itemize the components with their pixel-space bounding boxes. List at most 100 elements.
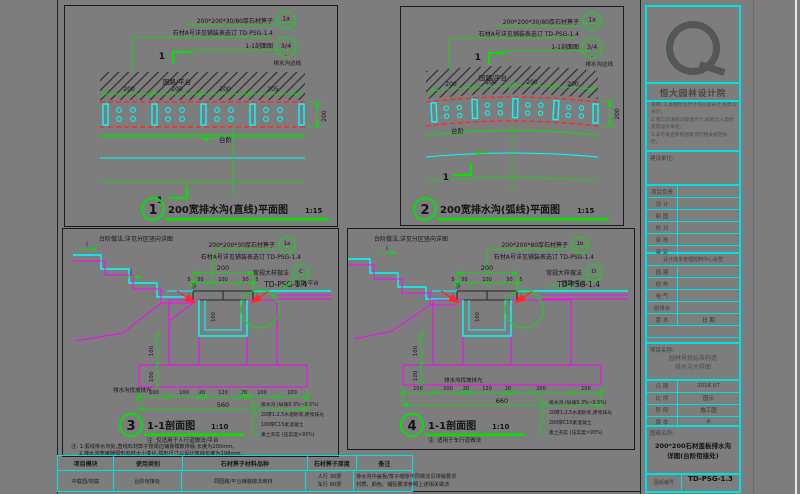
col-header: 项目模块 <box>58 456 115 470</box>
dim-label: 50 <box>197 277 203 283</box>
bubble-label: 1a <box>282 16 290 23</box>
sign-label: 校 对 <box>647 222 678 234</box>
layer-note: 排水沟 (纵坡0.3%~0.5%) <box>549 399 607 406</box>
plan1-lower-area: 台阶 <box>100 127 305 196</box>
s3-bottom-dims: 100 100 20 120 20 100 100 560 <box>135 387 311 412</box>
dim-label: 200 <box>614 108 621 120</box>
sheet-right-border <box>640 0 641 494</box>
callout-grate-size: 200*200*80厚石材箅子 <box>501 241 568 249</box>
dim-label: 205 <box>267 86 279 93</box>
dim-label: 200 <box>485 79 497 86</box>
dim-label: 120 <box>482 386 492 392</box>
s4-steps: i 台阶做法,详见分区竖向详图 <box>348 235 456 340</box>
dim-label: 100 <box>149 390 159 396</box>
plan1-width-dim: 200 <box>307 101 328 128</box>
finish-label: 排水沟找坡抹光 <box>444 376 483 384</box>
svg-text:1: 1 <box>159 52 165 62</box>
dim-label: 20 <box>241 390 247 396</box>
meta-section: 日 期 2016.07 比 例 图示 阶 段 施工图 版 本 A <box>647 380 739 428</box>
dim-label: 100 <box>211 312 217 322</box>
drawing-title: 1-1剖面图 <box>147 419 195 432</box>
slope-label: i <box>386 245 388 252</box>
title-subnote: 注: 仅适用于人行道做法/平台 <box>147 436 219 444</box>
plan2-drain-band <box>425 96 599 127</box>
callout-stone-ref: 石材A号详见铺装表选订 TD-PSG-1.4 <box>201 253 301 261</box>
dim-label: 100 <box>581 386 591 392</box>
cosign-label: 电 气 <box>647 290 678 302</box>
title-underline <box>425 433 525 436</box>
version-label: 版 本 <box>647 314 678 326</box>
drawing-scale: 1:15 <box>577 207 595 215</box>
cosign-label: 结 构 <box>647 278 678 290</box>
callout-grate-size: 200*200*30厚石材箅子 <box>208 241 275 249</box>
sheet-name-line: 200*200石材盖板排水沟 <box>654 441 732 450</box>
dim-label: 200 <box>217 264 229 272</box>
svg-text:1: 1 <box>475 53 481 63</box>
dim-label: 20 <box>199 390 205 396</box>
callout-detail-ref: 常规大样做法 <box>253 269 289 277</box>
bubble-label: 1a <box>588 17 596 24</box>
callout-section-ref: 1-1剖面图 <box>551 43 579 51</box>
sign-label: 审 定 <box>647 246 678 258</box>
dim-label: 20 <box>463 386 469 392</box>
s4-bottom-dims: 100 100 20 120 20 200 100 660 <box>399 385 605 408</box>
s3-top-dims: 200 5 50 100 50 5 <box>187 264 259 289</box>
project-name-line: 排水沟大样图 <box>674 364 711 372</box>
project-name-line: 园林景观标准构造 <box>668 355 717 363</box>
dim-label: 100 <box>257 390 267 396</box>
remark-line: 材质、颜色、铺贴要求参照上述相关做法 <box>356 482 450 488</box>
meta-value: 2016.07 <box>697 383 720 390</box>
sign-label: 审 核 <box>647 234 678 246</box>
remark-line: 排水沟中盖板/箅子缝隙不同做法见排版要求 <box>356 473 457 480</box>
plan2-width-dim: 200 <box>600 100 621 127</box>
drawing-number-bubble <box>413 197 437 221</box>
bubble-label: C <box>299 269 303 275</box>
bubble-label: 1b <box>577 241 584 247</box>
callout-grate-size: 200*200*30/80厚石材箅子 <box>197 17 273 25</box>
plan2-callouts: 200*200*30/80厚石材箅子 1a 石材A号详见铺装表选订 TD-PSG… <box>448 11 613 69</box>
table-header-row: 项目模块 使用类别 石材箅子材料品种 石材箅子厚度 备注 <box>58 456 412 470</box>
cosign-section: 设计成本管理控制中心会签 园 建 结 构 电 气 给排水 版 本 日 期 <box>647 254 739 345</box>
dim-label: 100 <box>413 386 423 392</box>
dim-label: 5 <box>451 277 454 283</box>
dim-label: 100 <box>149 345 155 356</box>
plan2-lower-area: 台阶 <box>425 125 599 193</box>
meta-label: 比 例 <box>647 392 678 404</box>
cosign-label: 给排水 <box>647 302 678 314</box>
col-header: 石材箅子材料品种 <box>183 456 309 470</box>
materials-table: 项目模块 使用类别 石材箅子材料品种 石材箅子厚度 备注 中庭园/前庭 台阶衔接… <box>57 455 456 492</box>
detail-circle <box>504 289 544 329</box>
plan2-section-mark-top: 1 <box>475 52 505 65</box>
s4-title: 4 1-1剖面图 1:10 注: 适用于车行道做法 <box>400 413 525 444</box>
dim-label: 100 <box>218 277 228 283</box>
bubble-label: 3/4 <box>281 42 291 50</box>
concrete-left <box>432 299 464 366</box>
company-name: 恒大园林设计院 <box>659 88 727 99</box>
dim-label: 100 <box>287 390 297 396</box>
drawing-section-pedestrian: i i 台阶做法,详见分区竖向详图 200*200*30厚石材箅子 1a 石材A… <box>62 228 339 457</box>
title-underline <box>165 218 329 221</box>
sheet-name-label: 图纸名称: <box>650 430 674 437</box>
cell-material: 同园路/平台铺装做法用材 <box>181 470 306 491</box>
concrete-right <box>510 299 572 366</box>
drawing-title: 200宽排水沟(直线)平面图 <box>168 203 288 216</box>
drawing-scale: 1:15 <box>305 207 323 215</box>
paving-hatch <box>426 66 598 99</box>
dim-label: 5 <box>187 277 190 283</box>
client-section: 建设单位: <box>647 152 739 187</box>
sign-label: 制 图 <box>647 210 678 222</box>
meta-label: 阶 段 <box>647 404 678 416</box>
note-line: 2.施工前请核对现场尺寸,如有出入及时反馈设计单位; <box>651 117 734 130</box>
cell-module: 中庭园/前庭 <box>58 470 114 491</box>
flow-arrow <box>514 290 534 304</box>
col-header: 使用类别 <box>114 456 183 470</box>
callout-detail-sheet: TD-PSG-1.4 <box>556 280 600 289</box>
drawing-section-vehicular: i 台阶做法,详见分区竖向详图 200*200*80厚石材箅子 1b 石材A号详… <box>347 228 635 450</box>
s4-top-dims: 200 5 50 100 50 5 <box>451 264 523 289</box>
dim-label: 200 <box>481 264 493 272</box>
steps-area-label: 台阶 <box>451 126 465 135</box>
title-underline <box>144 433 244 436</box>
base-slab <box>138 364 308 388</box>
bubble-label: 3/4 <box>587 43 597 51</box>
